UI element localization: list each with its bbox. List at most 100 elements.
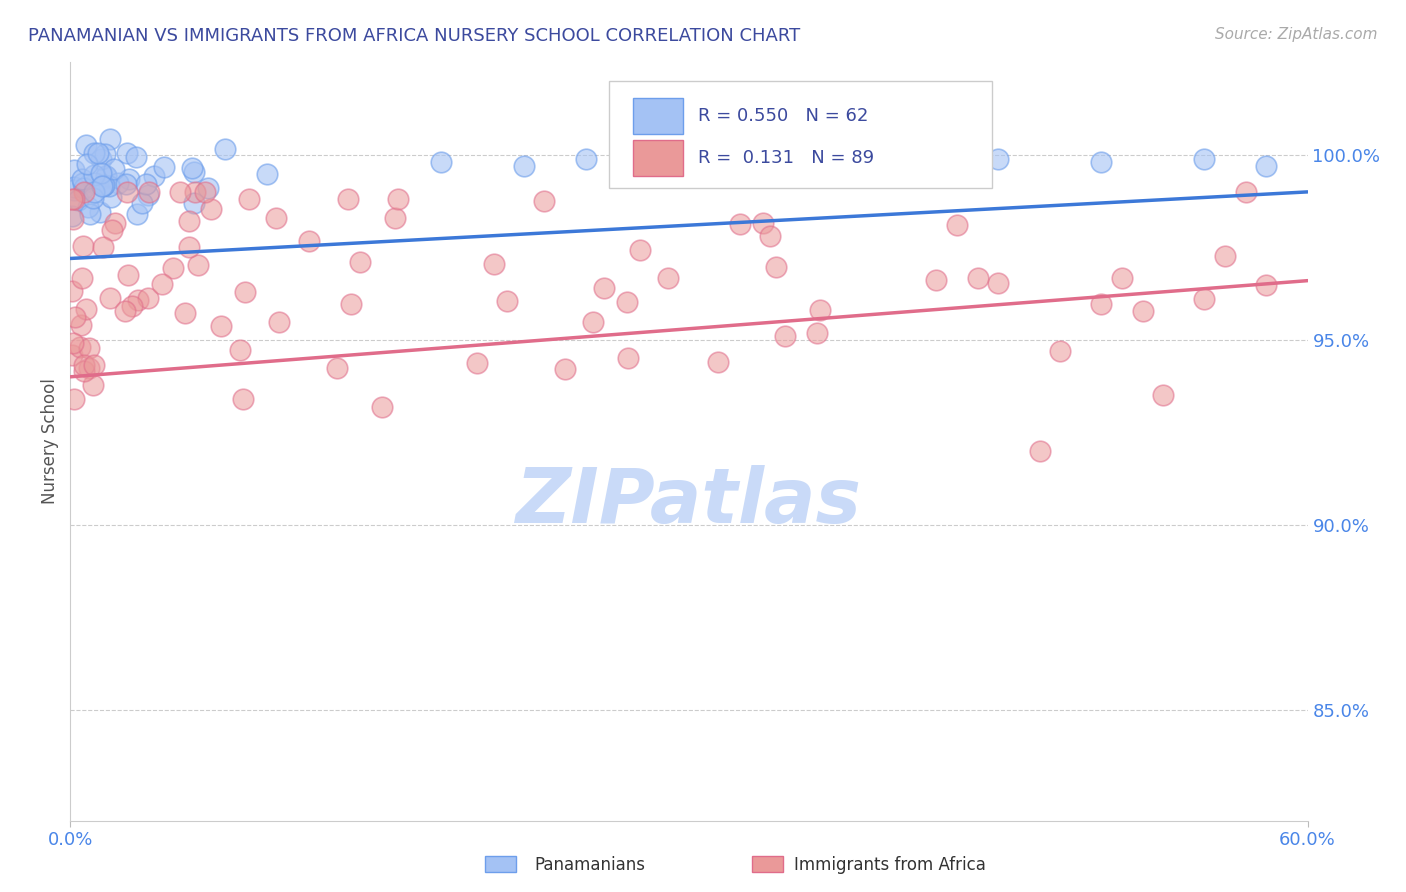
Point [1213,248,1236,262]
Point [183,164,205,178]
Point [72,358,94,372]
Point [66,193,89,207]
Point [73,181,96,195]
Point [1152,388,1174,402]
Point [89,205,111,219]
Point [267,315,290,329]
Point [114,303,136,318]
Point [256,167,278,181]
Point [72,239,94,253]
Point [387,192,409,206]
Text: PANAMANIAN VS IMMIGRANTS FROM AFRICA NURSERY SCHOOL CORRELATION CHART: PANAMANIAN VS IMMIGRANTS FROM AFRICA NUR… [28,27,800,45]
Point [136,291,159,305]
Point [966,270,988,285]
Point [90,152,112,166]
Point [780,152,803,166]
Point [1028,443,1050,458]
Point [82,378,104,392]
Point [349,254,371,268]
Point [63,179,86,194]
Point [153,160,176,174]
Point [238,192,260,206]
Point [93,178,115,192]
Point [82,191,104,205]
Point [706,355,728,369]
Point [1111,271,1133,285]
Point [467,356,489,370]
Point [76,200,98,214]
Point [100,190,122,204]
Point [1194,292,1216,306]
Point [616,295,638,310]
Point [678,155,700,169]
Point [765,260,787,274]
Point [533,194,555,209]
Point [194,185,217,199]
Point [60,209,83,223]
Point [143,169,166,183]
Point [62,212,84,227]
Point [808,302,831,317]
Point [946,218,969,232]
Point [174,306,197,320]
Point [83,185,105,199]
Point [1090,155,1112,169]
Text: Immigrants from Africa: Immigrants from Africa [794,856,986,874]
Point [77,341,100,355]
Point [181,161,204,176]
Point [90,166,112,180]
Point [884,152,907,166]
Point [75,138,97,153]
Point [138,187,160,202]
Point [513,159,536,173]
Point [69,318,91,333]
Point [63,392,86,407]
Point [925,273,948,287]
Point [581,315,603,329]
Text: ZIPatlas: ZIPatlas [516,466,862,539]
Point [326,361,349,376]
Bar [633,98,683,135]
Point [496,293,519,308]
Point [94,169,117,184]
Point [117,268,139,283]
Point [484,257,506,271]
Point [628,243,651,257]
Point [298,234,321,248]
Point [125,150,148,164]
Point [1256,159,1278,173]
Point [987,276,1010,290]
Point [97,179,120,194]
Point [91,179,114,194]
Point [63,310,86,324]
Text: Panamanians: Panamanians [534,856,645,874]
Point [233,285,256,300]
Point [200,202,222,216]
Point [730,217,752,231]
Point [575,152,598,166]
Point [637,155,659,169]
Point [101,223,124,237]
Point [1132,303,1154,318]
Bar [633,140,683,177]
Point [69,340,91,354]
Point [83,168,105,182]
Point [98,132,121,146]
Point [70,171,93,186]
Point [73,185,96,199]
Point [384,211,406,225]
Point [1049,343,1071,358]
FancyBboxPatch shape [609,81,993,187]
Point [87,145,110,160]
Point [76,157,98,171]
Point [121,299,143,313]
Point [135,178,157,192]
Point [114,178,136,192]
Point [232,392,254,407]
Point [186,258,208,272]
Y-axis label: Nursery School: Nursery School [41,378,59,505]
Point [60,192,83,206]
Point [63,184,86,198]
Point [179,240,201,254]
Point [127,293,149,307]
